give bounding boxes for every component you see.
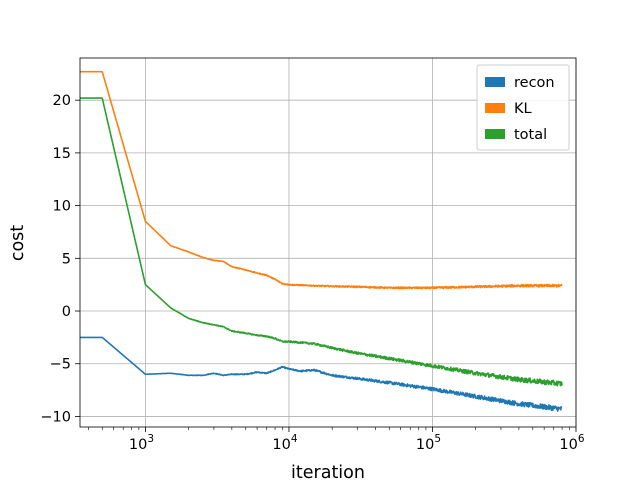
x-tick-label: 105: [416, 433, 441, 453]
legend-swatch-kl: [485, 103, 505, 113]
legend-label-kl: KL: [514, 101, 532, 117]
x-tick-label: 103: [129, 433, 154, 453]
legend-label-recon: recon: [514, 75, 555, 91]
y-tick-label: −5: [50, 357, 71, 373]
axis-ticks: 103 104 105 106 −10 −5 0 5 10 15 20: [40, 93, 584, 453]
y-axis-label: cost: [8, 225, 28, 261]
y-tick-label: 0: [62, 304, 71, 320]
x-axis-label: iteration: [291, 463, 365, 480]
x-tick-label: 104: [272, 433, 297, 453]
y-tick-label: 20: [53, 93, 71, 109]
legend-swatch-recon: [485, 77, 505, 87]
y-tick-label: 10: [53, 199, 71, 215]
series-line-kl: [79, 70, 563, 290]
legend-swatch-total: [485, 129, 505, 139]
y-tick-label: −10: [40, 409, 71, 425]
series-line-recon: [79, 336, 563, 412]
legend: recon KL total: [476, 64, 570, 151]
series-layer: [79, 70, 563, 412]
y-tick-label: 5: [62, 251, 71, 267]
plot-frame: [79, 57, 577, 428]
legend-label-total: total: [514, 127, 547, 143]
x-tick-label: 106: [559, 433, 584, 453]
y-tick-label: 15: [53, 146, 71, 162]
series-line-total: [79, 97, 563, 387]
